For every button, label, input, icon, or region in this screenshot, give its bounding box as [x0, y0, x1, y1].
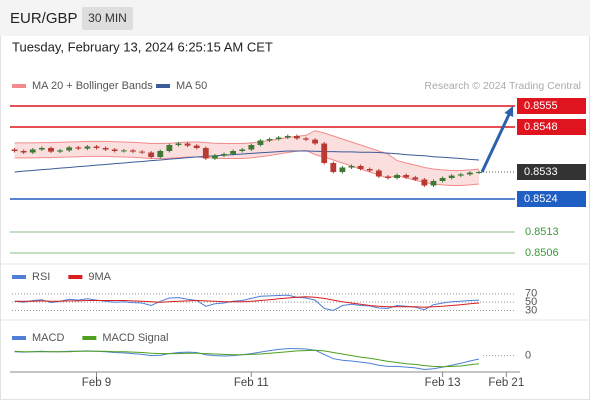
candle-body [157, 151, 164, 157]
candle-body [84, 146, 91, 149]
legend-label: MA 20 + Bollinger Bands [32, 80, 153, 92]
timeframe-box [82, 7, 133, 30]
timeframe: 30 MIN [88, 11, 127, 25]
legend-swatch [156, 84, 170, 88]
candle-body [93, 146, 100, 148]
candle-body [466, 172, 473, 175]
candle-body [111, 149, 118, 151]
forecast-arrow-head [504, 106, 514, 117]
candle-body [75, 147, 82, 149]
candle-body [321, 143, 328, 163]
candle-body [20, 151, 27, 153]
candle-body [403, 175, 410, 178]
indicator-line [14, 349, 480, 368]
candle-body [430, 181, 437, 186]
legend-label: MA 50 [176, 80, 207, 92]
candle-body [130, 150, 136, 152]
symbol: EUR/GBP [10, 10, 78, 27]
candle-body [148, 152, 155, 157]
legend-swatch [12, 275, 26, 279]
candle-body [257, 140, 264, 145]
candle-body [339, 167, 346, 172]
indicator-line [14, 296, 480, 308]
level-label: 0.8506 [525, 247, 559, 259]
candle-body [421, 179, 428, 186]
candle-body [221, 154, 227, 156]
bollinger-upper [14, 130, 480, 171]
legend-label: MACD [32, 332, 64, 344]
level-label: 0.8555 [524, 100, 558, 112]
candle-body [248, 145, 255, 150]
level-label: 0.8533 [524, 166, 558, 178]
reference-label: 70 [525, 288, 537, 300]
reference-label: 50 [525, 296, 537, 308]
legend-swatch [82, 336, 97, 340]
candle-body [211, 155, 218, 159]
candle-body [284, 136, 291, 138]
indicator-line [14, 294, 480, 312]
candle-body [394, 175, 400, 178]
legend-label: MACD Signal [102, 332, 168, 344]
candle-body [66, 147, 73, 151]
x-tick-label: Feb 11 [234, 377, 269, 389]
candle-body [293, 136, 300, 139]
candle-body [457, 174, 464, 176]
candle-body [139, 151, 145, 153]
credit: Research © 2024 Trading Central [424, 80, 581, 92]
legend-swatch [12, 84, 26, 88]
reference-label: 0 [525, 349, 531, 361]
candle-body [366, 169, 373, 171]
candle-body [193, 145, 200, 148]
candle-body [330, 163, 337, 172]
legend-label: 9MA [88, 271, 111, 283]
candle-body [11, 149, 18, 151]
legend-swatch [12, 336, 26, 340]
candle-body [348, 166, 355, 168]
level-label: 0.8524 [524, 193, 558, 205]
candle-body [166, 145, 173, 151]
level-label: 0.8513 [525, 226, 559, 238]
legend-swatch [68, 275, 83, 279]
x-tick-label: Feb 21 [488, 377, 524, 389]
level-box [517, 164, 586, 180]
candle-body [102, 148, 109, 150]
level-box [517, 191, 586, 207]
candle-body [202, 148, 209, 159]
forecast-arrow [480, 112, 511, 173]
level-box [517, 119, 586, 135]
candle-body [385, 176, 391, 178]
candle-body [412, 177, 419, 180]
candle-body [357, 166, 364, 169]
reference-label: 30 [525, 304, 537, 316]
candle-body [375, 170, 382, 177]
candle-body [29, 149, 36, 153]
candle-body [303, 138, 309, 140]
candle-body [184, 143, 191, 146]
legend-label: RSI [32, 271, 50, 283]
bollinger-lower [14, 149, 480, 186]
candle-body [476, 172, 482, 173]
level-box [517, 98, 586, 114]
level-label: 0.8548 [524, 121, 558, 133]
candle-body [266, 139, 273, 141]
candle-body [439, 178, 446, 181]
candle-body [38, 148, 45, 150]
candle-body [275, 137, 282, 139]
timestamp: Tuesday, February 13, 2024 6:25:15 AM CE… [12, 39, 273, 54]
candle-body [312, 139, 319, 144]
candle-body [239, 149, 246, 151]
x-tick-label: Feb 9 [82, 377, 111, 389]
candle-body [120, 150, 127, 152]
x-tick-label: Feb 13 [425, 377, 461, 389]
ma50-line [14, 150, 480, 173]
candle-body [230, 151, 237, 154]
candle-body [175, 143, 182, 145]
candle-body [448, 175, 455, 178]
candle-body [48, 148, 54, 152]
candle-body [57, 150, 64, 152]
